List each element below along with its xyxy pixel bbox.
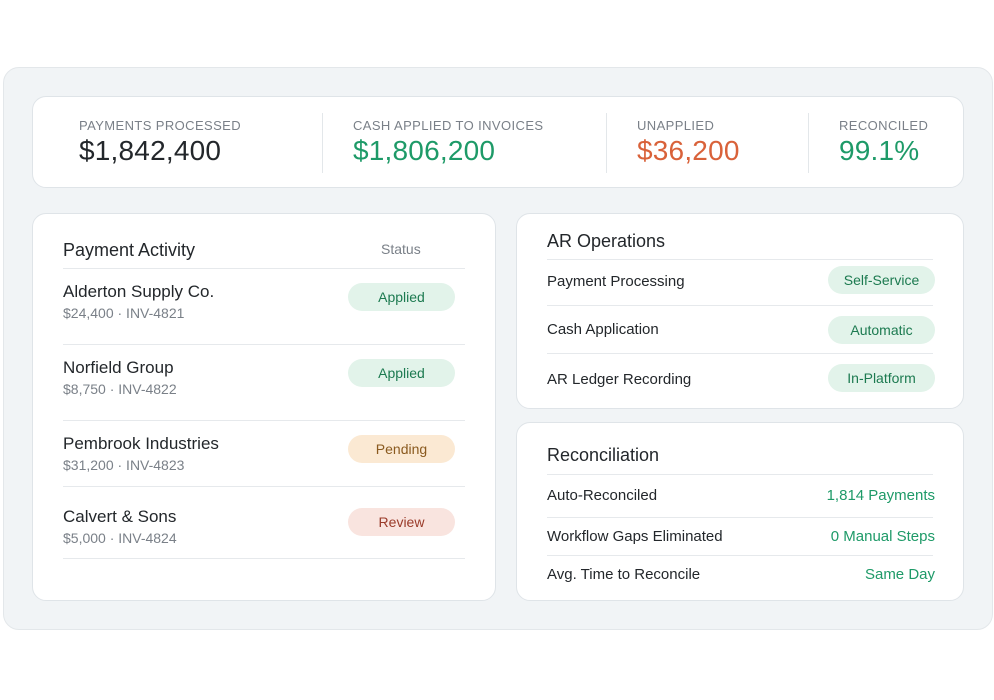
divider: [63, 420, 465, 421]
divider: [547, 353, 933, 354]
kpi-label: CASH APPLIED TO INVOICES: [353, 118, 544, 133]
payer-name: Norfield Group: [63, 358, 174, 377]
divider: [63, 268, 465, 269]
divider: [547, 517, 933, 518]
operation-label: AR Ledger Recording: [547, 371, 692, 388]
divider: [547, 555, 933, 556]
kpi-summary-card: PAYMENTS PROCESSED $1,842,400 CASH APPLI…: [32, 96, 964, 188]
metric-label: Avg. Time to Reconcile: [547, 566, 701, 583]
divider: [547, 474, 933, 475]
payment-activity-card: Payment Activity Status Alderton Supply …: [32, 213, 496, 601]
kpi-label: UNAPPLIED: [637, 118, 715, 133]
payment-activity-title: Payment Activity: [63, 240, 196, 260]
status-badge-review: Review: [348, 508, 455, 536]
metric-value: 1,814 Payments: [826, 487, 935, 504]
reconciliation-card: Reconciliation Auto-Reconciled 1,814 Pay…: [516, 422, 964, 601]
kpi-value: 99.1%: [839, 135, 920, 166]
operation-mode-badge: Automatic: [828, 316, 935, 344]
ar-operations-card: AR Operations Payment Processing Self-Se…: [516, 213, 964, 409]
payer-name: Pembrook Industries: [63, 434, 219, 453]
divider: [63, 344, 465, 345]
metric-value: Same Day: [864, 566, 935, 583]
divider: [63, 558, 465, 559]
payment-meta: $24,400 · INV-4821: [63, 305, 185, 321]
kpi-divider: [808, 113, 809, 173]
metric-label: Auto-Reconciled: [547, 487, 658, 504]
metric-label: Workflow Gaps Eliminated: [547, 528, 723, 545]
payment-meta: $8,750 · INV-4822: [63, 381, 177, 397]
kpi-value: $1,842,400: [79, 135, 222, 166]
kpi-divider: [606, 113, 607, 173]
divider: [547, 259, 933, 260]
ar-operation-row: Cash Application Automatic: [547, 316, 935, 346]
ar-operations-title: AR Operations: [547, 231, 666, 251]
status-badge-applied: Applied: [348, 283, 455, 311]
reconciliation-row: Auto-Reconciled 1,814 Payments: [547, 480, 935, 510]
kpi-label: PAYMENTS PROCESSED: [79, 118, 242, 133]
operation-label: Cash Application: [547, 321, 659, 338]
operation-label: Payment Processing: [547, 273, 685, 290]
reconciliation-row: Avg. Time to Reconcile Same Day: [547, 559, 935, 589]
status-badge-pending: Pending: [348, 435, 455, 463]
kpi-divider: [322, 113, 323, 173]
kpi-label: RECONCILED: [839, 118, 929, 133]
operation-mode-badge: Self-Service: [828, 266, 935, 294]
reconciliation-row: Workflow Gaps Eliminated 0 Manual Steps: [547, 521, 935, 551]
ar-operation-row: Payment Processing Self-Service: [547, 266, 935, 296]
divider: [547, 305, 933, 306]
metric-value: 0 Manual Steps: [830, 528, 935, 545]
kpi-value: $1,806,200: [353, 135, 496, 166]
status-column-header: Status: [381, 241, 421, 257]
ar-operation-row: AR Ledger Recording In-Platform: [547, 364, 935, 394]
payment-meta: $5,000 · INV-4824: [63, 530, 177, 546]
divider: [63, 486, 465, 487]
operation-mode-badge: In-Platform: [828, 364, 935, 392]
reconciliation-title: Reconciliation: [547, 445, 660, 465]
payment-meta: $31,200 · INV-4823: [63, 457, 185, 473]
status-badge-applied: Applied: [348, 359, 455, 387]
payer-name: Calvert & Sons: [63, 507, 177, 526]
payer-name: Alderton Supply Co.: [63, 282, 215, 301]
kpi-value: $36,200: [637, 135, 740, 166]
